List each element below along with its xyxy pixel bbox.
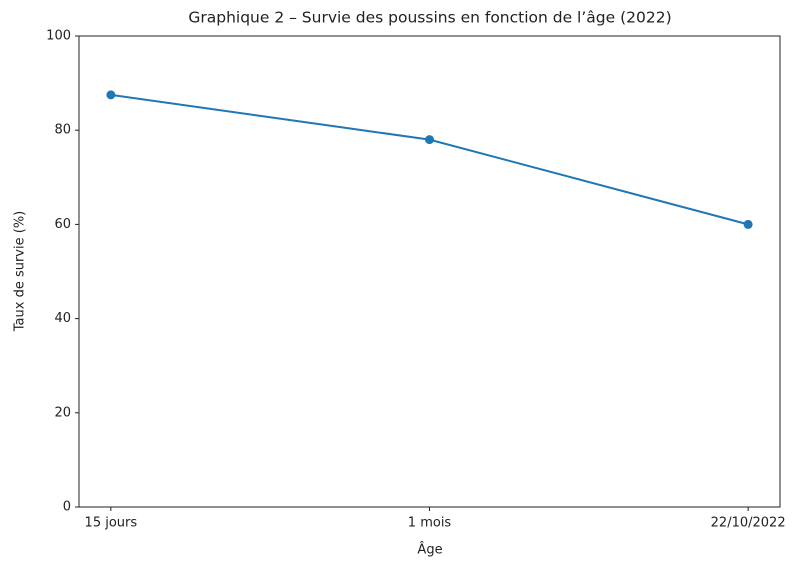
point	[106, 90, 116, 100]
x-tick-label: 22/10/2022	[711, 516, 786, 531]
x-axis-label: Âge	[417, 542, 442, 558]
point	[425, 135, 434, 145]
line	[110, 93, 749, 226]
point	[743, 219, 753, 229]
x-tick-label: 15 jours	[85, 516, 138, 531]
chart-title: Graphique 2 – Survie des poussins en fon…	[188, 9, 671, 27]
plot-frame	[78, 35, 781, 508]
y-tick-label: 40	[54, 311, 71, 326]
y-tick-label: 100	[46, 29, 71, 44]
y-tick-label: 20	[54, 405, 71, 420]
y-tick-label: 80	[54, 123, 71, 138]
y-tick-label: 0	[63, 500, 71, 515]
x-tick-label: 1 mois	[408, 516, 452, 531]
y-tick-label: 60	[54, 217, 71, 232]
y-axis-label: Taux de survie (%)	[13, 211, 28, 333]
